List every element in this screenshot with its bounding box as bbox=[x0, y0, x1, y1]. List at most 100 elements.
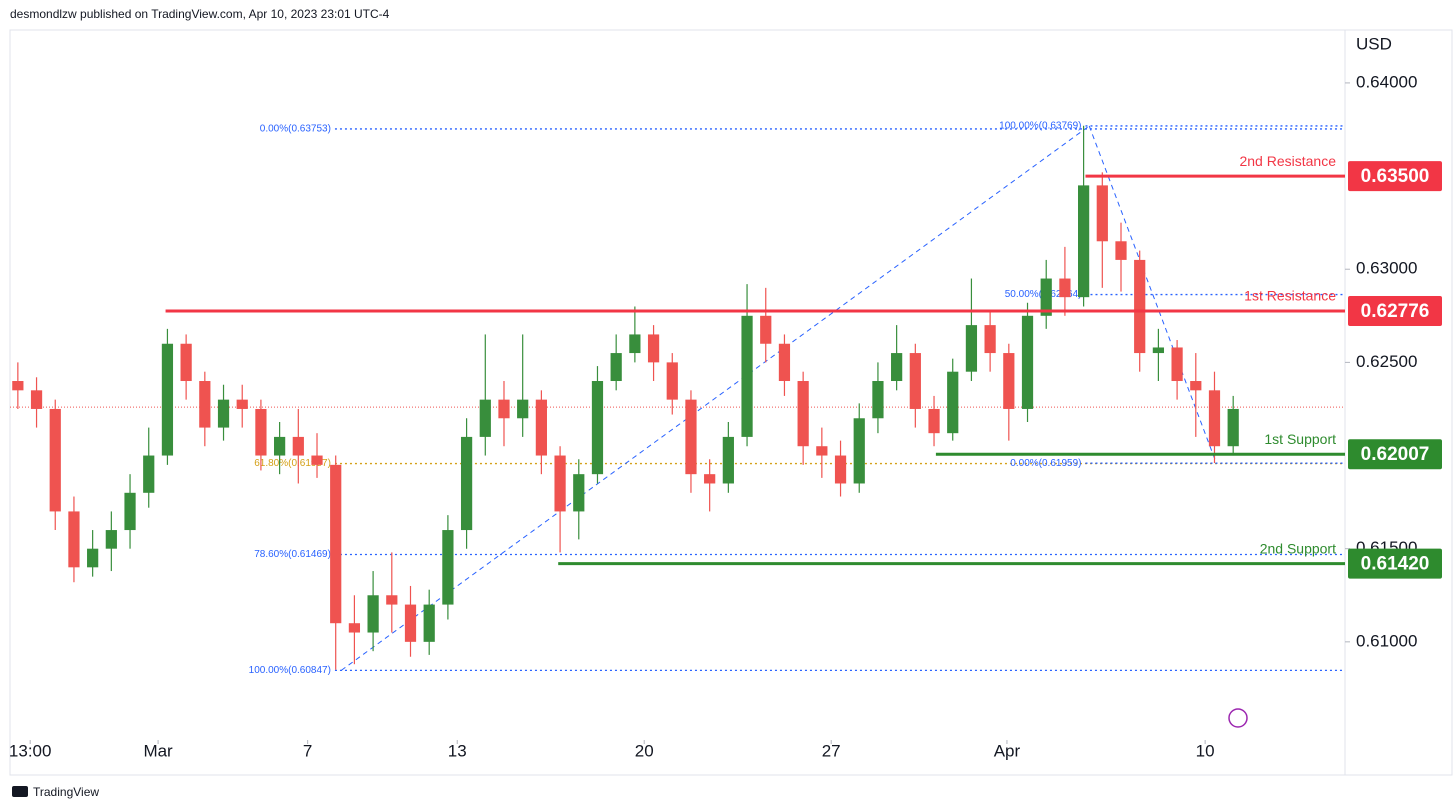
candle-body bbox=[1003, 353, 1015, 409]
candle-body bbox=[1134, 259, 1146, 354]
footer: TradingView bbox=[33, 785, 99, 799]
candle-body bbox=[1040, 278, 1052, 316]
candle-body bbox=[778, 343, 791, 382]
candle-body bbox=[909, 353, 921, 409]
candle-body bbox=[685, 399, 697, 475]
x-tick-label: 13 bbox=[448, 741, 467, 760]
candle-body bbox=[629, 334, 641, 354]
level-tag bbox=[1348, 548, 1442, 579]
candle-body bbox=[498, 399, 510, 419]
fib-label: 0.00%(0.61959) bbox=[1010, 458, 1081, 469]
y-tick-label: 0.61000 bbox=[1356, 631, 1417, 650]
candle-body bbox=[947, 371, 959, 434]
candle-body bbox=[647, 334, 660, 363]
candle-body bbox=[722, 436, 734, 484]
candle-body bbox=[591, 381, 604, 475]
candle-body bbox=[1190, 381, 1202, 391]
candle-body bbox=[610, 353, 622, 382]
candle-body bbox=[423, 604, 435, 642]
candle-body bbox=[1096, 185, 1108, 242]
candle-body bbox=[442, 530, 454, 605]
level-name: 2nd Resistance bbox=[1239, 153, 1336, 169]
candle-body bbox=[872, 381, 884, 419]
candle-body bbox=[554, 455, 566, 512]
candle-body bbox=[105, 530, 117, 549]
candle-body bbox=[891, 353, 903, 382]
fib-label: 100.00%(0.60847) bbox=[249, 665, 331, 676]
candle-body bbox=[797, 381, 809, 447]
level-tag-label: 0.63500 bbox=[1361, 166, 1430, 187]
candle-body bbox=[816, 446, 828, 456]
fib-label: 0.00%(0.63753) bbox=[260, 124, 331, 135]
fib-label: 100.00%(0.63769) bbox=[999, 121, 1081, 132]
candle-body bbox=[68, 511, 80, 568]
level-name: 1st Support bbox=[1264, 431, 1336, 447]
candle-body bbox=[30, 390, 43, 409]
candle-body bbox=[12, 381, 24, 391]
candle-body bbox=[1078, 185, 1090, 298]
level-name: 2nd Support bbox=[1260, 540, 1336, 556]
candle-body bbox=[1059, 278, 1071, 298]
candle-body bbox=[1115, 241, 1127, 260]
candle-body bbox=[161, 343, 174, 456]
y-tick-label: 0.64000 bbox=[1356, 72, 1417, 91]
candle-body bbox=[984, 325, 996, 354]
trend-line bbox=[341, 125, 1090, 671]
candle-body bbox=[367, 595, 379, 633]
header: desmondlzw published on TradingView.com,… bbox=[10, 7, 390, 21]
candle-body bbox=[741, 315, 753, 437]
candle-body bbox=[348, 623, 361, 633]
candle-body bbox=[255, 408, 267, 456]
level-tag bbox=[1348, 295, 1442, 326]
candle-body bbox=[143, 455, 155, 493]
candle-body bbox=[573, 474, 585, 512]
candle-body bbox=[704, 474, 716, 484]
event-icon[interactable] bbox=[1228, 708, 1248, 728]
candle-body bbox=[965, 325, 978, 372]
chart-frame bbox=[9, 29, 1453, 776]
candle-body bbox=[1152, 347, 1165, 354]
x-tick-label: 20 bbox=[635, 741, 654, 760]
candle-body bbox=[311, 455, 323, 465]
candle-body bbox=[124, 492, 136, 531]
candle-body bbox=[199, 381, 211, 428]
candle-body bbox=[87, 548, 99, 568]
candle-body bbox=[760, 315, 772, 344]
level-tag-label: 0.61420 bbox=[1361, 554, 1430, 575]
candle-body bbox=[460, 436, 473, 531]
level-tag bbox=[1348, 161, 1442, 192]
x-tick-label: 10 bbox=[1196, 741, 1215, 760]
candle-body bbox=[666, 362, 678, 400]
candle-body bbox=[404, 604, 417, 642]
candle-body bbox=[535, 399, 547, 456]
y-tick-label: 0.62500 bbox=[1356, 352, 1417, 371]
candle-body bbox=[180, 343, 192, 382]
fib-label: 61.80%(0.61957) bbox=[254, 458, 331, 469]
level-tag-label: 0.62007 bbox=[1361, 444, 1430, 465]
x-tick-label: Mar bbox=[143, 741, 173, 760]
candle-body bbox=[1171, 347, 1183, 382]
level-tag bbox=[1348, 439, 1442, 470]
x-tick-label: 13:00 bbox=[9, 741, 52, 760]
x-tick-label: 7 bbox=[303, 741, 312, 760]
x-tick-label: Apr bbox=[994, 741, 1021, 760]
candle-body bbox=[292, 436, 304, 456]
candle-body bbox=[479, 399, 491, 437]
logo bbox=[12, 786, 28, 797]
candle-body bbox=[386, 595, 398, 605]
candle-body bbox=[1208, 390, 1221, 447]
level-tag-label: 0.62776 bbox=[1361, 301, 1430, 322]
candle-body bbox=[517, 399, 529, 419]
candle-body bbox=[1227, 408, 1239, 447]
candle-body bbox=[49, 408, 61, 512]
currency: USD bbox=[1356, 34, 1392, 53]
candle-body bbox=[274, 436, 286, 456]
x-tick-label: 27 bbox=[822, 741, 841, 760]
candle-body bbox=[1021, 315, 1034, 409]
candle-body bbox=[330, 464, 342, 624]
candle-body bbox=[217, 399, 230, 428]
candle-body bbox=[928, 408, 940, 434]
level-name: 1st Resistance bbox=[1244, 288, 1336, 304]
